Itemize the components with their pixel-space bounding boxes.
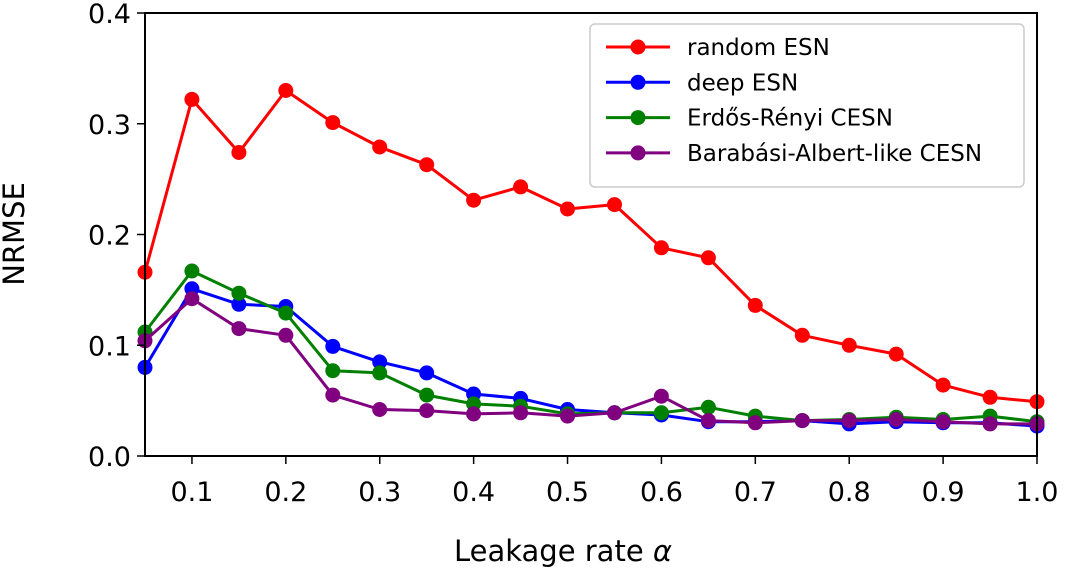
x-tick-label: 1.0 [1016, 477, 1059, 508]
x-tick-label: 0.4 [452, 477, 495, 508]
data-point [653, 240, 669, 256]
data-point [747, 297, 763, 313]
data-point [278, 327, 294, 343]
ticks-layer: 0.1 0.2 0.3 0.4 0.5 0.6 0.7 0.8 0.9 1.0 0.0 0.1 0.2 0… [88, 0, 1058, 508]
legend-marker [630, 39, 646, 55]
legend-entry: deep ESN [606, 70, 798, 96]
data-point [231, 145, 247, 160]
data-point [278, 83, 294, 98]
data-point [325, 115, 341, 131]
series-line [143, 287, 1038, 428]
data-point [419, 365, 435, 381]
series-line [143, 89, 1038, 404]
x-axis-label-text: Leakage rate [454, 534, 644, 568]
y-tick-label: 0.3 [88, 110, 131, 141]
data-point [466, 192, 482, 208]
series-layer [137, 83, 1045, 434]
data-point [372, 402, 388, 417]
data-point [325, 338, 341, 354]
y-tick-label: 0.1 [88, 331, 131, 362]
legend-entry: Erdős-Rényi CESN [606, 106, 893, 132]
data-point [700, 413, 716, 429]
data-point [419, 403, 435, 419]
legend-label: random ESN [687, 35, 830, 61]
x-tick-label: 0.8 [828, 477, 871, 508]
y-axis-label: NRMSE [0, 182, 31, 286]
legend-label: Erdős-Rényi CESN [687, 106, 893, 132]
data-point [231, 321, 247, 337]
data-point [982, 416, 998, 432]
data-point [841, 337, 857, 353]
series-1 [137, 281, 1045, 434]
x-tick-label: 0.6 [640, 477, 683, 508]
x-tick-label: 0.2 [264, 477, 307, 508]
y-tick-label: 0.2 [88, 221, 131, 252]
data-point [794, 327, 810, 343]
data-point [184, 291, 200, 307]
data-point [747, 415, 763, 431]
data-point [325, 387, 341, 403]
data-point [888, 412, 904, 427]
x-axis-label-symbol: α [653, 534, 672, 568]
data-point [607, 405, 622, 421]
x-axis-label: Leakage rate α [454, 534, 672, 568]
data-point [466, 406, 482, 422]
series-0 [137, 83, 1045, 410]
legend-marker [630, 110, 646, 126]
data-point [231, 285, 247, 301]
data-point [982, 389, 998, 405]
x-tick-label: 0.7 [734, 477, 777, 508]
data-point [513, 405, 529, 421]
y-tick-label: 0.4 [88, 0, 131, 30]
data-point [419, 387, 435, 403]
data-point [278, 305, 294, 321]
data-point [794, 413, 810, 429]
data-point [513, 179, 529, 195]
legend-marker [630, 74, 646, 90]
legend-frame [589, 23, 1025, 188]
data-point [560, 201, 575, 217]
y-tick-label: 0.0 [88, 442, 131, 473]
x-tick-label: 0.9 [922, 477, 965, 508]
series-line [143, 297, 1037, 426]
data-point [935, 377, 951, 393]
data-point [419, 157, 435, 173]
series-3 [137, 291, 1045, 432]
legend-marker [630, 145, 646, 161]
x-tick-label: 0.1 [170, 477, 213, 508]
data-point [372, 139, 388, 155]
data-point [372, 354, 388, 370]
data-point [653, 388, 669, 404]
series-line [143, 269, 1038, 424]
data-point [700, 399, 716, 415]
data-point [184, 91, 200, 107]
data-point [653, 405, 669, 421]
legend-entries: random ESN deep ESN Erdős-Rényi CESN Barabá… [606, 35, 982, 167]
data-point [372, 365, 388, 381]
data-point [184, 263, 200, 279]
data-point [841, 413, 857, 429]
legend-entry: random ESN [606, 35, 830, 61]
series-2 [137, 263, 1045, 430]
data-point [607, 197, 622, 213]
legend: random ESN deep ESN Erdős-Rényi CESN Barabá… [589, 23, 1025, 188]
x-tick-label: 0.5 [546, 477, 589, 508]
data-point [700, 250, 716, 266]
legend-entry: Barabási-Albert-like CESN [606, 141, 982, 167]
x-tick-label: 0.3 [358, 477, 401, 508]
legend-label: Barabási-Albert-like CESN [687, 141, 982, 167]
data-point [560, 408, 575, 424]
data-point [935, 414, 951, 430]
data-point [888, 346, 904, 362]
legend-label: deep ESN [687, 70, 798, 96]
data-point [325, 363, 341, 379]
data-point [231, 296, 247, 312]
